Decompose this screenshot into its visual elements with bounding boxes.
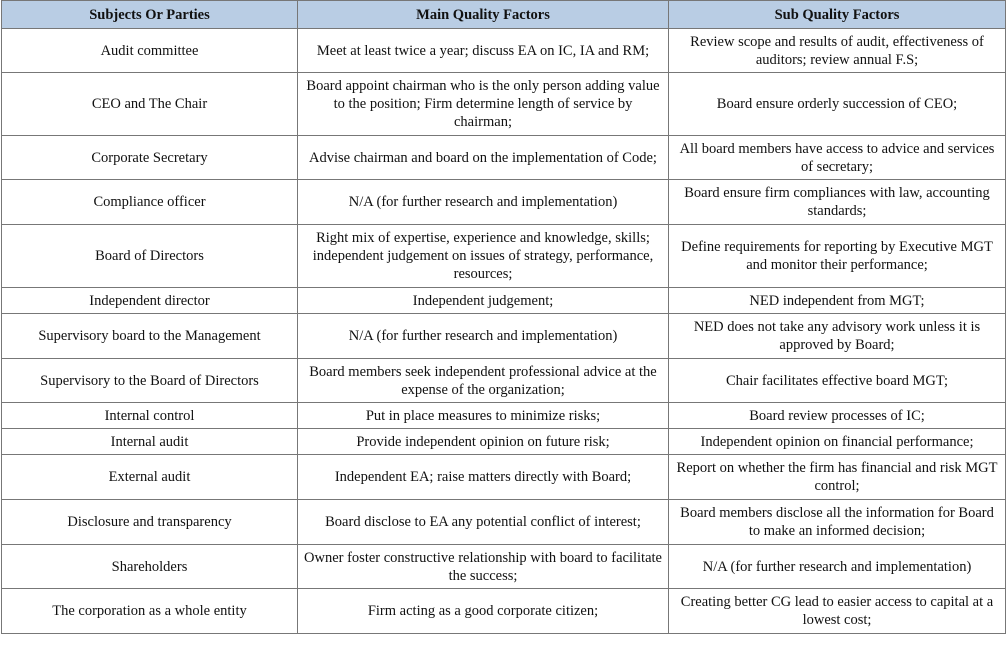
table-cell: Independent opinion on financial perform…: [668, 428, 1006, 455]
table-row: Supervisory to the Board of Directors Boa…: [1, 358, 1006, 403]
table-cell: NED independent from MGT;: [668, 287, 1006, 314]
table-cell: Board members seek independent professio…: [297, 358, 669, 403]
table-row: Internal audit Provide independent opinio…: [1, 428, 1006, 455]
table-cell: CEO and The Chair: [1, 72, 298, 136]
table-row: Disclosure and transparency Board disclos…: [1, 499, 1006, 545]
table-cell: N/A (for further research and implementa…: [668, 544, 1006, 589]
table-cell: The corporation as a whole entity: [1, 588, 298, 634]
table-cell: All board members have access to advice …: [668, 135, 1006, 180]
table-row: The corporation as a whole entity Firm ac…: [1, 588, 1006, 634]
table-cell: Review scope and results of audit, effec…: [668, 28, 1006, 73]
table-cell: Independent EA; raise matters directly w…: [297, 454, 669, 500]
table-cell: Shareholders: [1, 544, 298, 589]
table-cell: Firm acting as a good corporate citizen;: [297, 588, 669, 634]
table-row: Compliance officer N/A (for further resea…: [1, 179, 1006, 225]
table-cell: NED does not take any advisory work unle…: [668, 313, 1006, 359]
table-cell: Supervisory to the Board of Directors: [1, 358, 298, 403]
table-cell: Supervisory board to the Management: [1, 313, 298, 359]
table-cell: N/A (for further research and implementa…: [297, 179, 669, 225]
table-cell: Chair facilitates effective board MGT;: [668, 358, 1006, 403]
table-cell: Board ensure firm compliances with law, …: [668, 179, 1006, 225]
table-cell: N/A (for further research and implementa…: [297, 313, 669, 359]
table-row: Internal control Put in place measures to…: [1, 402, 1006, 429]
table-row: Board of Directors Right mix of expertise…: [1, 224, 1006, 288]
table-cell: Meet at least twice a year; discuss EA o…: [297, 28, 669, 73]
table-row: Audit committee Meet at least twice a yea…: [1, 28, 1006, 73]
table-cell: Board appoint chairman who is the only p…: [297, 72, 669, 136]
table-row: External audit Independent EA; raise matt…: [1, 454, 1006, 500]
table-row: Supervisory board to the Management N/A (…: [1, 313, 1006, 359]
table-cell: Internal control: [1, 402, 298, 429]
table-cell: External audit: [1, 454, 298, 500]
header-cell: Subjects Or Parties: [1, 0, 298, 29]
table-cell: Put in place measures to minimize risks;: [297, 402, 669, 429]
table-cell: Internal audit: [1, 428, 298, 455]
table-row: Shareholders Owner foster constructive re…: [1, 544, 1006, 589]
table-cell: Board disclose to EA any potential confl…: [297, 499, 669, 545]
table-row: CEO and The Chair Board appoint chairman …: [1, 72, 1006, 136]
header-cell: Main Quality Factors: [297, 0, 669, 29]
table-cell: Audit committee: [1, 28, 298, 73]
table-cell: Disclosure and transparency: [1, 499, 298, 545]
table-cell: Board members disclose all the informati…: [668, 499, 1006, 545]
table-cell: Report on whether the firm has financial…: [668, 454, 1006, 500]
table-cell: Provide independent opinion on future ri…: [297, 428, 669, 455]
table-cell: Independent director: [1, 287, 298, 314]
table-cell: Owner foster constructive relationship w…: [297, 544, 669, 589]
table-cell: Creating better CG lead to easier access…: [668, 588, 1006, 634]
table-cell: Compliance officer: [1, 179, 298, 225]
table-row: Corporate Secretary Advise chairman and b…: [1, 135, 1006, 180]
table-row: Independent director Independent judgemen…: [1, 287, 1006, 314]
table-cell: Corporate Secretary: [1, 135, 298, 180]
header-row: Subjects Or Parties Main Quality Factors S…: [1, 0, 1006, 29]
table-cell: Define requirements for reporting by Exe…: [668, 224, 1006, 288]
table-cell: Advise chairman and board on the impleme…: [297, 135, 669, 180]
table-cell: Board ensure orderly succession of CEO;: [668, 72, 1006, 136]
table-cell: Board of Directors: [1, 224, 298, 288]
table-cell: Right mix of expertise, experience and k…: [297, 224, 669, 288]
quality-table: Subjects Or Parties Main Quality Factors S…: [1, 0, 1006, 634]
header-cell: Sub Quality Factors: [668, 0, 1006, 29]
table-body: Audit committee Meet at least twice a yea…: [1, 28, 1006, 634]
table-cell: Independent judgement;: [297, 287, 669, 314]
table-header: Subjects Or Parties Main Quality Factors S…: [1, 0, 1006, 29]
table-cell: Board review processes of IC;: [668, 402, 1006, 429]
